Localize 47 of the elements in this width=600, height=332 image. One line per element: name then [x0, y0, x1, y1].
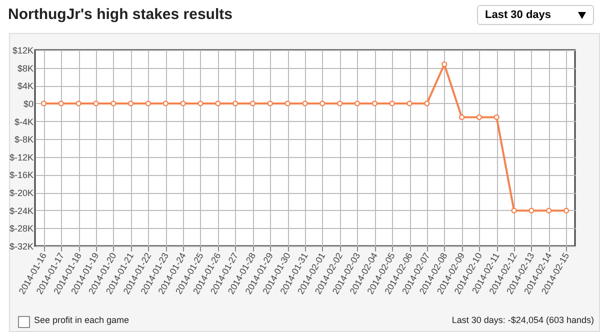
point — [442, 61, 448, 68]
point — [563, 208, 570, 214]
point — [458, 114, 465, 120]
point — [302, 100, 308, 106]
y-tick-label: $8K — [17, 63, 34, 74]
y-tick-label: $-12K — [9, 152, 34, 162]
point — [372, 100, 378, 106]
point — [511, 208, 517, 214]
point — [198, 100, 204, 106]
point — [128, 100, 134, 106]
point — [232, 100, 238, 106]
point — [389, 100, 395, 106]
point — [215, 100, 221, 106]
text: Last 30 days — [485, 9, 552, 21]
y-tick-label: $-4K — [14, 116, 34, 127]
point — [145, 100, 152, 106]
point — [320, 100, 326, 106]
text: Last 30 days: -$24,054 (603 hands) — [452, 315, 594, 325]
point — [354, 100, 360, 106]
point — [337, 100, 343, 106]
point — [406, 100, 412, 106]
y-tick-label: $-24K — [9, 206, 34, 216]
text: See profit in each game — [34, 315, 130, 325]
y-tick-label: $-20K — [9, 188, 34, 198]
y-tick-label: $0 — [23, 98, 34, 109]
point — [40, 100, 47, 106]
y-tick-label: $4K — [17, 81, 34, 92]
y-tick-label: $12K — [12, 46, 34, 56]
point — [284, 100, 290, 106]
y-tick-label: $-28K — [9, 224, 34, 234]
point — [528, 208, 534, 214]
point — [76, 100, 82, 106]
point — [476, 114, 482, 120]
chart-title: NorthugJr's high stakes results — [8, 6, 232, 23]
point — [546, 208, 552, 214]
point — [267, 100, 273, 106]
point — [424, 100, 430, 106]
y-tick-label: $-8K — [14, 134, 34, 145]
point — [180, 100, 186, 106]
point — [58, 100, 64, 106]
point — [250, 100, 256, 106]
y-tick-label: $-32K — [9, 242, 34, 252]
point — [162, 100, 168, 106]
point — [93, 100, 99, 106]
point — [494, 114, 500, 120]
y-tick-label: $-16K — [9, 170, 34, 180]
point — [110, 100, 116, 106]
